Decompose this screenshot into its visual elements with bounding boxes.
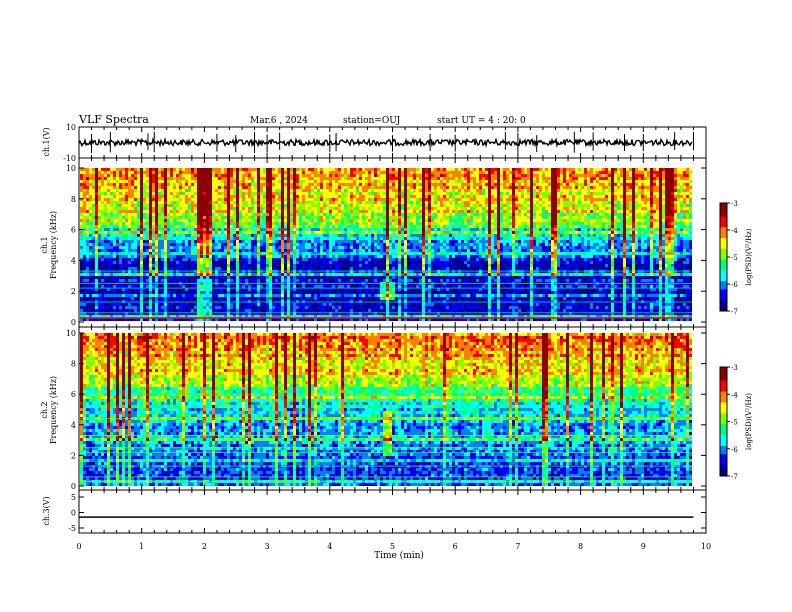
ch3-waveform-ytick-label: -5 xyxy=(68,524,76,533)
ch2-spectrogram-ytick-label: 4 xyxy=(71,421,76,430)
figure-title: VLF Spectra xyxy=(78,113,149,126)
x-tick-label: 9 xyxy=(641,542,646,551)
y-axis-label: ch.1(V) xyxy=(42,127,51,156)
ch1-waveform-ytick-label: 10 xyxy=(66,123,76,132)
colorbar-label: log(PSD)(V²/Hz) xyxy=(745,228,753,285)
ch2-spectrogram-ytick-label: 6 xyxy=(71,390,76,399)
ch1-spectrogram-ytick-label: 4 xyxy=(71,256,76,265)
y-axis-label: ch.1 xyxy=(40,236,49,253)
start-time-label: start UT = 4 : 20: 0 xyxy=(437,116,526,126)
ch1-waveform-trace xyxy=(78,136,693,149)
colorbar-tick-label: -4 xyxy=(731,391,738,399)
y-axis-label: ch.2 xyxy=(40,401,49,418)
ch3-waveform-panel: 5 0 -5 ch.3(V) xyxy=(42,489,707,534)
y-axis-label: Frequency (kHz) xyxy=(49,211,58,279)
time-axis: 0 1 2 3 4 5 6 7 8 9 10 xyxy=(76,542,711,551)
x-tick-label: 3 xyxy=(265,542,270,551)
colorbar-tick-label: -6 xyxy=(731,281,738,289)
x-tick-label: 4 xyxy=(327,542,332,551)
date-label: Mar.6 , 2024 xyxy=(250,116,308,126)
colorbar-ch1: -3 -4 -5 -6 -7 log(PSD)(V²/Hz) xyxy=(719,200,753,316)
ch1-waveform-ytick-label: -10 xyxy=(63,154,76,163)
x-tick-label: 7 xyxy=(515,542,520,551)
x-tick-label: 0 xyxy=(76,542,81,551)
ch2-spectrogram-ytick-label: 10 xyxy=(66,329,76,338)
colorbar-tick-label: -6 xyxy=(731,446,738,454)
x-tick-label: 5 xyxy=(390,542,395,551)
colorbar-tick-label: -7 xyxy=(731,308,738,316)
colorbar-ch2: -3 -4 -5 -6 -7 log(PSD)(V²/Hz) xyxy=(719,364,753,481)
y-axis-label: ch.3(V) xyxy=(42,496,51,525)
x-tick-label: 6 xyxy=(453,542,458,551)
x-tick-label: 2 xyxy=(202,542,207,551)
ch2-spectrogram-ytick-label: 2 xyxy=(71,451,76,460)
colorbar-tick-label: -4 xyxy=(731,227,738,235)
ch1-spectrogram-ytick-label: 0 xyxy=(71,318,76,327)
colorbar-tick-label: -3 xyxy=(731,364,738,372)
y-axis-label: Frequency (kHz) xyxy=(49,376,58,444)
ch1-spectrogram-panel: 0 2 4 6 8 10 ch.1 Frequency (kHz) xyxy=(40,157,707,328)
station-label: station=OUJ xyxy=(343,116,401,126)
ch2-spectrogram-ytick-label: 8 xyxy=(71,360,76,369)
colorbar-tick-label: -3 xyxy=(731,200,738,208)
colorbar-tick-label: -5 xyxy=(731,254,738,262)
x-tick-label: 1 xyxy=(139,542,144,551)
ch1-waveform-panel: 10 -10 ch.1(V) xyxy=(42,123,707,163)
x-tick-label: 8 xyxy=(578,542,583,551)
colorbar-tick-label: -7 xyxy=(731,473,738,481)
x-tick-label: 10 xyxy=(701,542,711,551)
ch1-spectrogram-ytick-label: 10 xyxy=(66,164,76,173)
ch1-spectrogram-ytick-label: 2 xyxy=(71,287,76,296)
x-axis-label: Time (min) xyxy=(374,550,424,561)
ch3-waveform-ytick-label: 5 xyxy=(71,493,76,502)
colorbar-label: log(PSD)(V²/Hz) xyxy=(745,393,753,450)
colorbar-tick-label: -5 xyxy=(731,419,738,427)
ch2-spectrogram-ytick-label: 0 xyxy=(71,482,76,491)
ch3-waveform-frame xyxy=(78,489,707,534)
ch1-spectrogram-ytick-label: 6 xyxy=(71,226,76,235)
ch2-spectrogram-panel: 0 2 4 6 8 10 ch.2 Frequency (kHz) xyxy=(40,326,707,491)
ch1-spectrogram-ytick-label: 8 xyxy=(71,195,76,204)
ch3-waveform-ytick-label: 0 xyxy=(71,509,76,518)
